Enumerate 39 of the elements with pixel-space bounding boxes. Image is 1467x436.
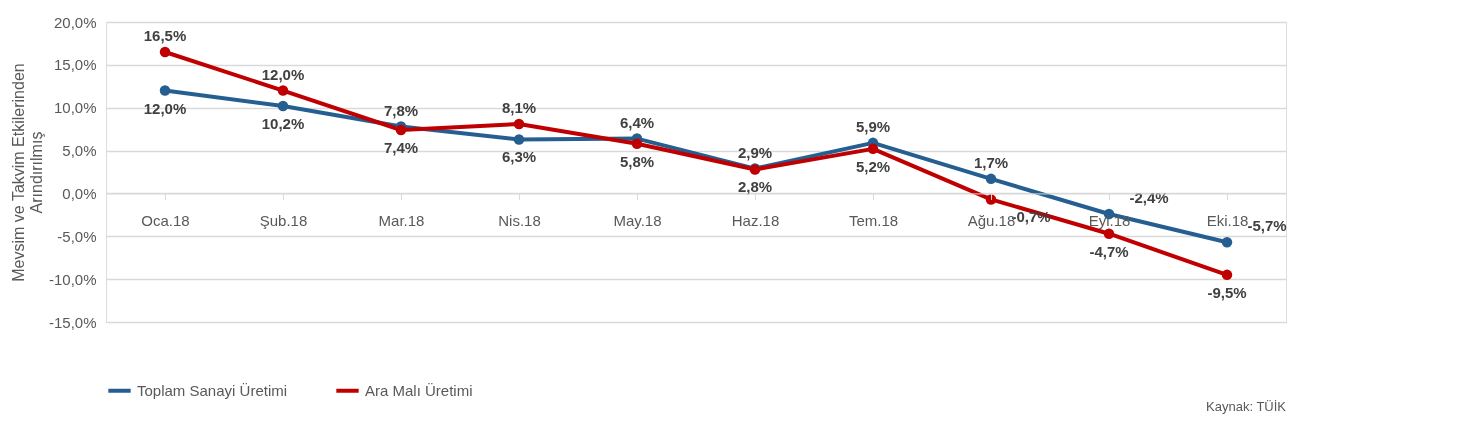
y-tick-label: 0,0% xyxy=(62,184,97,202)
legend-label: Toplam Sanayi Üretimi xyxy=(137,381,288,399)
y-axis-title: Mevsim ve Takvim Etkilerinden Arındırılmış xyxy=(9,63,45,282)
data-label: -9,5% xyxy=(1207,283,1247,301)
data-label: 12,0% xyxy=(143,99,187,117)
legend-label: Ara Malı Üretimi xyxy=(365,381,473,399)
data-label: 6,3% xyxy=(501,148,537,166)
x-tick-label: Oca.18 xyxy=(141,211,190,229)
x-tick-label: Şub.18 xyxy=(259,211,308,229)
data-label: 5,8% xyxy=(619,152,655,170)
data-label: -5,7% xyxy=(1247,217,1287,235)
y-tick-label: 10,0% xyxy=(53,99,97,117)
x-tick-label: Eki.18 xyxy=(1206,211,1249,229)
data-label: 1,7% xyxy=(973,153,1009,171)
data-label: 16,5% xyxy=(143,27,187,44)
x-tick-label: Haz.18 xyxy=(731,211,780,229)
x-tick-label: Mar.18 xyxy=(378,211,425,229)
y-tick-label: -5,0% xyxy=(57,227,97,245)
data-label: 2,8% xyxy=(737,178,773,196)
x-tick-label: Tem.18 xyxy=(848,211,899,229)
y-tick-label: -15,0% xyxy=(48,313,97,331)
data-label: 8,1% xyxy=(501,99,537,116)
data-label: 2,9% xyxy=(737,143,773,161)
x-tick-label: May.18 xyxy=(613,211,662,229)
text: Kaynak: TÜİK xyxy=(1206,399,1287,414)
y-tick-label: 15,0% xyxy=(53,56,97,74)
data-label: 7,8% xyxy=(383,101,419,119)
data-label: 6,4% xyxy=(619,113,655,131)
data-label: -4,7% xyxy=(1089,242,1129,260)
y-tick-label: 5,0% xyxy=(62,142,97,160)
x-tick-label: Nis.18 xyxy=(498,211,541,229)
data-label: 5,2% xyxy=(855,157,891,175)
data-label: 5,9% xyxy=(855,117,891,135)
y-tick-label: 20,0% xyxy=(53,13,97,31)
data-label: 10,2% xyxy=(261,115,305,132)
data-label: 7,4% xyxy=(383,139,419,156)
data-label: 12,0% xyxy=(261,65,305,83)
y-tick-label: -10,0% xyxy=(48,270,97,288)
data-label: -2,4% xyxy=(1129,189,1169,206)
